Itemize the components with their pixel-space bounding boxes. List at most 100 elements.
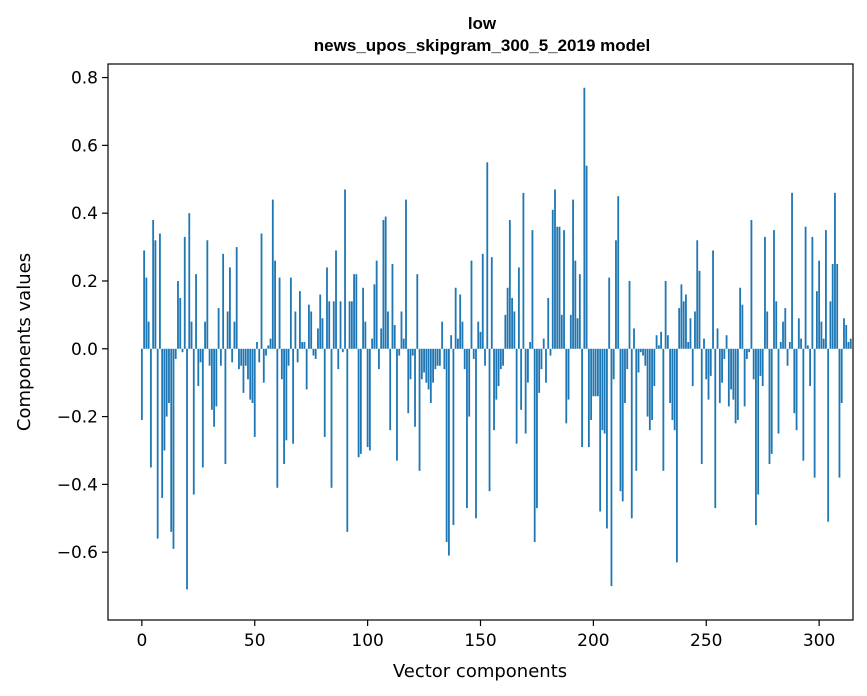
bar-31 [210,348,213,410]
bar-257 [721,348,723,383]
bar-166 [515,348,518,444]
bar-130 [434,348,437,370]
bar-245 [694,311,696,349]
bar-157 [495,348,498,400]
bar-191 [572,199,574,349]
bar-84 [330,348,333,488]
bar-154 [488,348,491,492]
bar-23 [192,348,195,495]
bar-99 [364,321,367,349]
bar-102 [371,338,374,349]
bar-249 [703,338,705,349]
bar-134 [443,348,446,370]
bar-57 [269,338,272,349]
bar-198 [587,348,590,448]
bar-143 [463,348,466,370]
bar-128 [429,348,432,404]
bar-125 [423,348,425,373]
bar-35 [219,348,222,366]
bar-185 [558,226,561,349]
bar-246 [696,240,699,349]
bar-49 [251,348,254,404]
bar-111 [391,264,394,349]
bar-36 [222,253,225,349]
bar-24 [195,274,197,349]
bar-300 [818,260,821,349]
bar-30 [208,348,211,366]
bar-183 [554,189,556,349]
bar-141 [459,294,462,349]
bar-51 [256,342,258,349]
bar-280 [773,230,775,349]
bar-45 [242,348,245,393]
bar-211 [617,196,620,349]
bar-108 [384,216,387,349]
bar-105 [378,348,380,370]
bar-63 [283,348,285,465]
bar-201 [594,348,597,397]
bar-71 [301,342,304,349]
bar-258 [723,348,726,359]
bar-215 [626,348,629,370]
bar-89 [341,348,344,353]
bar-260 [727,348,730,407]
bar-109 [387,311,389,349]
bar-43 [238,348,240,370]
bar-175 [536,348,538,509]
bar-288 [791,192,793,349]
bar-254 [714,348,717,509]
bar-243 [689,318,692,349]
x-tick-label: 50 [244,631,266,651]
x-tick-label: 250 [690,631,722,651]
bar-168 [520,348,523,410]
bar-91 [346,348,349,532]
bar-256 [718,348,721,404]
bar-216 [628,280,631,349]
bar-314 [849,338,852,349]
bar-18 [181,348,184,353]
bar-33 [215,348,218,407]
bar-224 [646,348,649,417]
bar-133 [441,321,444,349]
bar-28 [204,321,206,349]
bar-41 [233,321,236,349]
bar-144 [466,348,468,509]
bar-27 [201,348,204,468]
bar-305 [829,301,832,349]
bar-259 [725,335,728,349]
bar-2 [145,277,148,349]
bar-267 [743,348,746,407]
bar-295 [806,345,809,349]
bar-209 [612,348,615,380]
bar-78 [317,328,319,349]
bar-218 [633,328,635,349]
bar-181 [549,348,552,356]
bar-283 [779,342,782,349]
bar-13 [170,348,173,532]
bar-244 [691,348,694,387]
bar-311 [843,318,845,349]
bar-228 [655,335,658,349]
bar-251 [707,348,710,400]
bar-149 [477,321,480,349]
bar-274 [759,348,762,376]
plot-frame [107,63,854,621]
bar-159 [499,348,502,370]
bar-73 [305,348,308,390]
bar-3 [147,321,150,349]
bar-64 [285,348,288,441]
bar-197 [585,165,588,349]
bar-44 [240,348,243,366]
bar-100 [366,348,369,448]
bar-16 [177,280,179,349]
bar-68 [294,311,297,349]
bar-131 [436,348,439,366]
bar-113 [396,348,398,461]
bar-122 [416,274,419,349]
bar-308 [836,264,839,349]
bar-85 [332,301,335,349]
bar-139 [454,287,457,349]
y-tick-label: −0.6 [57,543,98,563]
bar-65 [287,348,290,366]
